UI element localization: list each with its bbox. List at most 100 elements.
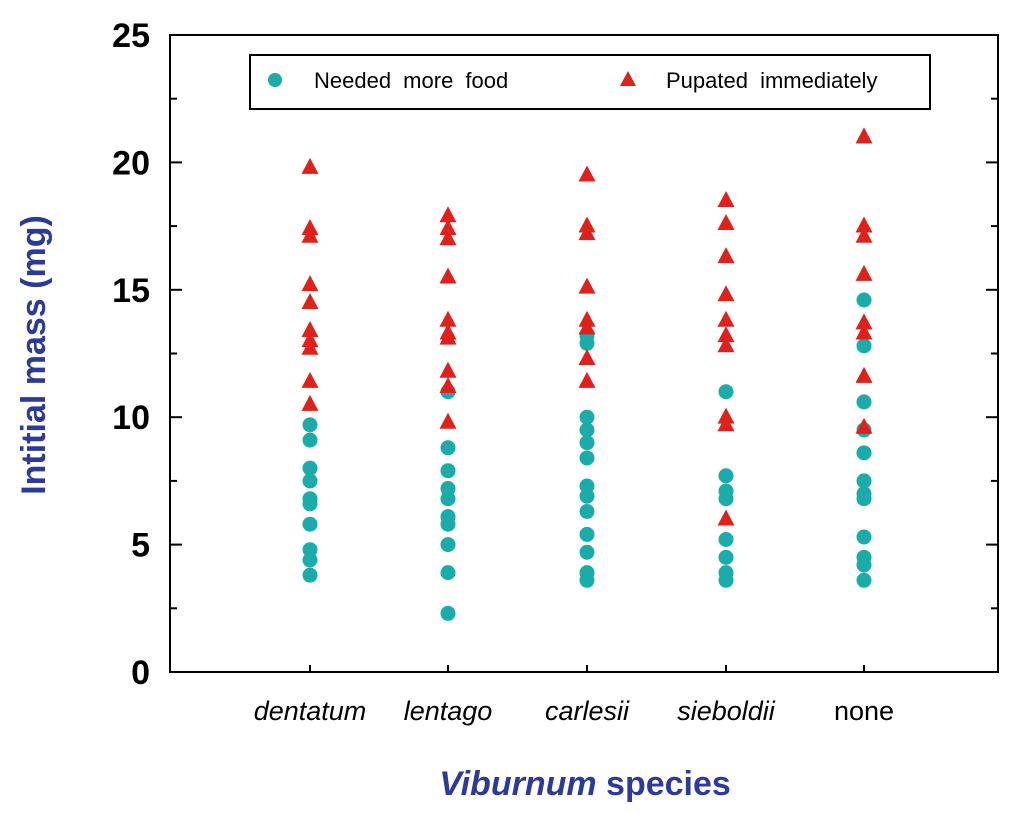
point-pupated-immediately <box>717 509 735 526</box>
point-needed-more-food <box>856 473 872 489</box>
point-needed-more-food <box>440 463 456 479</box>
point-needed-more-food <box>856 557 872 573</box>
point-needed-more-food <box>856 338 872 354</box>
point-pupated-immediately <box>439 310 457 327</box>
point-needed-more-food <box>440 537 456 553</box>
y-tick-label: 5 <box>131 527 150 565</box>
point-pupated-immediately <box>439 229 457 246</box>
point-needed-more-food <box>856 292 872 308</box>
y-tick-label: 10 <box>112 399 150 437</box>
point-needed-more-food <box>718 549 734 565</box>
point-needed-more-food <box>856 445 872 461</box>
point-needed-more-food <box>579 422 595 438</box>
x-axis-title-rest: species <box>597 765 731 803</box>
y-axis-title: Intitial mass (mg) <box>15 215 53 495</box>
point-needed-more-food <box>302 516 318 532</box>
point-needed-more-food <box>579 450 595 466</box>
point-needed-more-food <box>579 435 595 451</box>
point-pupated-immediately <box>717 310 735 327</box>
legend-label-pupated: Pupated immediately <box>666 68 877 93</box>
y-tick-label: 25 <box>112 17 150 55</box>
y-axis-ticks: 0 5 10 15 20 25 <box>112 17 998 692</box>
point-needed-more-food <box>302 432 318 448</box>
point-needed-more-food <box>718 468 734 484</box>
point-pupated-immediately <box>439 377 457 394</box>
point-needed-more-food <box>302 496 318 512</box>
legend-marker-needed <box>268 73 282 87</box>
x-axis-ticks: dentatum lentago carlesii sieboldii none <box>254 665 894 726</box>
point-pupated-immediately <box>578 277 596 294</box>
point-pupated-immediately <box>439 412 457 429</box>
point-needed-more-food <box>856 572 872 588</box>
point-needed-more-food <box>718 572 734 588</box>
point-pupated-immediately <box>578 318 596 335</box>
point-needed-more-food <box>579 335 595 351</box>
point-pupated-immediately <box>717 336 735 353</box>
point-needed-more-food <box>440 565 456 581</box>
point-needed-more-food <box>718 532 734 548</box>
point-needed-more-food <box>440 605 456 621</box>
x-tick-label: lentago <box>404 696 493 726</box>
point-pupated-immediately <box>301 338 319 355</box>
point-pupated-immediately <box>717 326 735 343</box>
point-pupated-immediately <box>855 313 873 330</box>
point-pupated-immediately <box>439 206 457 223</box>
x-axis-title: Viburnum species <box>439 765 731 803</box>
point-needed-more-food <box>302 567 318 583</box>
point-pupated-immediately <box>855 264 873 281</box>
point-needed-more-food <box>579 572 595 588</box>
point-pupated-immediately <box>439 219 457 236</box>
point-needed-more-food <box>440 516 456 532</box>
point-pupated-immediately <box>439 267 457 284</box>
x-tick-label: none <box>834 696 894 726</box>
point-pupated-immediately <box>578 371 596 388</box>
point-needed-more-food <box>856 491 872 507</box>
y-tick-label: 20 <box>112 144 150 182</box>
point-pupated-immediately <box>301 157 319 174</box>
point-needed-more-food <box>579 409 595 425</box>
point-pupated-immediately <box>578 224 596 241</box>
point-needed-more-food <box>302 417 318 433</box>
point-needed-more-food <box>718 491 734 507</box>
point-needed-more-food <box>440 491 456 507</box>
point-pupated-immediately <box>439 328 457 345</box>
point-pupated-immediately <box>301 292 319 309</box>
point-pupated-immediately <box>578 165 596 182</box>
point-pupated-immediately <box>578 348 596 365</box>
point-pupated-immediately <box>855 366 873 383</box>
point-pupated-immediately <box>855 127 873 144</box>
point-pupated-immediately <box>717 191 735 208</box>
x-tick-label: carlesii <box>545 696 630 726</box>
point-pupated-immediately <box>439 361 457 378</box>
point-pupated-immediately <box>301 371 319 388</box>
point-pupated-immediately <box>301 320 319 337</box>
point-needed-more-food <box>579 526 595 542</box>
point-needed-more-food <box>579 503 595 519</box>
point-needed-more-food <box>856 394 872 410</box>
x-axis-title-italic: Viburnum <box>439 765 596 803</box>
point-pupated-immediately <box>301 394 319 411</box>
point-pupated-immediately <box>855 226 873 243</box>
point-needed-more-food <box>579 488 595 504</box>
point-needed-more-food <box>302 473 318 489</box>
point-pupated-immediately <box>717 415 735 432</box>
point-pupated-immediately <box>717 247 735 264</box>
point-needed-more-food <box>579 544 595 560</box>
legend: Needed more food Pupated immediately <box>249 54 931 110</box>
legend-label-needed: Needed more food <box>314 68 508 93</box>
point-pupated-immediately <box>855 323 873 340</box>
y-tick-label: 15 <box>112 272 150 310</box>
point-pupated-immediately <box>301 226 319 243</box>
point-needed-more-food <box>302 460 318 476</box>
point-needed-more-food <box>718 384 734 400</box>
x-tick-label: sieboldii <box>677 696 776 726</box>
legend-marker-pupated <box>620 71 636 86</box>
point-pupated-immediately <box>717 213 735 230</box>
point-pupated-immediately <box>855 417 873 434</box>
point-needed-more-food <box>856 529 872 545</box>
point-pupated-immediately <box>301 275 319 292</box>
point-pupated-immediately <box>717 285 735 302</box>
data-points <box>301 127 873 621</box>
x-tick-label: dentatum <box>254 696 367 726</box>
